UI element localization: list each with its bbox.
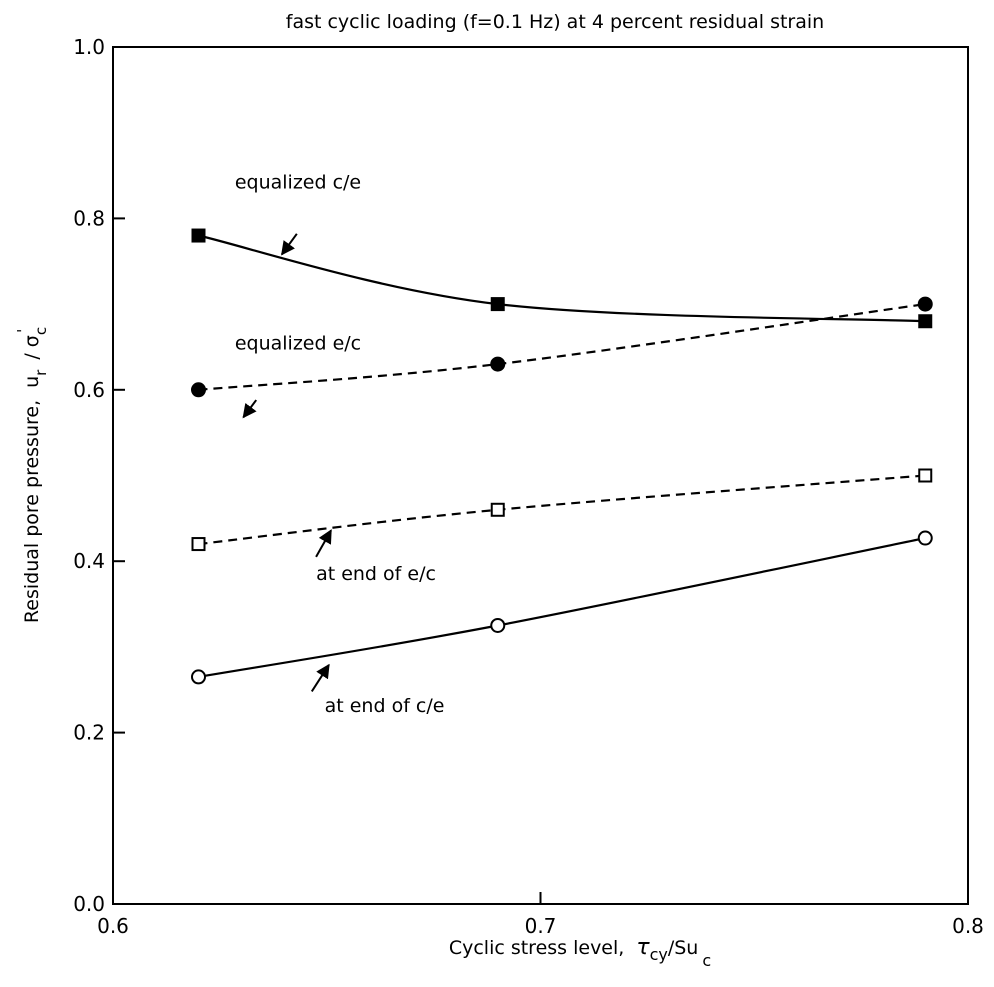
series-lines xyxy=(198,234,926,678)
y-tick-label: 0.0 xyxy=(73,892,105,916)
data-point-circle xyxy=(191,669,206,685)
data-point-square xyxy=(490,502,505,517)
series-line-2 xyxy=(198,474,926,546)
annotations: equalized c/e equalized e/c at end of e/c a… xyxy=(235,171,445,717)
x-axis-label-text: Cyclic stress level, xyxy=(449,937,625,959)
series-line-3 xyxy=(198,537,926,678)
x-axis-label-tail: /Su xyxy=(668,937,699,959)
x-tick-label: 0.6 xyxy=(97,914,129,938)
annotation-arrow xyxy=(315,529,332,558)
data-point-square xyxy=(191,537,206,552)
y-axis-label-sigma: / σ xyxy=(21,335,43,359)
annotation-label: equalized c/e xyxy=(235,171,361,193)
data-point-circle xyxy=(490,356,506,372)
annotation-label: equalized e/c xyxy=(235,333,361,355)
annotation-arrow xyxy=(310,663,330,693)
y-axis-label-text: Residual pore pressure, xyxy=(21,400,43,623)
y-axis-label: Residual pore pressure, ur / σc' xyxy=(14,327,50,623)
y-axis-label-u-sub: r xyxy=(32,369,50,376)
series-line-1 xyxy=(198,303,926,391)
x-axis-label-tau-sub: cy xyxy=(650,945,668,964)
annotation-label: at end of c/e xyxy=(325,695,445,717)
y-axis-ticks: 0.0 0.2 0.4 0.6 0.8 1.0 xyxy=(73,35,125,916)
y-axis-label-sigma-sub: c xyxy=(32,327,50,335)
data-point-circle xyxy=(917,296,933,312)
y-axis-label-sigma-prime: ' xyxy=(14,329,32,333)
data-point-square xyxy=(918,468,933,483)
data-point-square xyxy=(191,228,206,243)
x-tick-label: 0.8 xyxy=(952,914,984,938)
y-tick-label: 0.4 xyxy=(73,549,105,573)
x-axis-label: Cyclic stress level, τcy/Suc xyxy=(449,935,711,970)
annotation-arrow xyxy=(242,399,258,419)
x-axis-label-tail-sub: c xyxy=(702,951,711,970)
y-tick-label: 0.2 xyxy=(73,721,105,745)
annotation-label: at end of e/c xyxy=(316,563,436,585)
data-point-circle xyxy=(917,530,933,546)
y-tick-label: 1.0 xyxy=(73,35,105,59)
series-markers xyxy=(191,228,933,685)
series-line-0 xyxy=(198,234,926,323)
data-point-square xyxy=(490,297,505,312)
x-axis-ticks: 0.6 0.7 0.8 xyxy=(97,892,984,938)
y-tick-label: 0.6 xyxy=(73,378,105,402)
data-point-circle xyxy=(490,617,506,633)
x-tick-label: 0.7 xyxy=(525,914,557,938)
y-tick-label: 0.8 xyxy=(73,206,105,230)
y-axis-label-u: u xyxy=(21,376,43,388)
annotation-arrow xyxy=(281,233,298,256)
data-point-circle xyxy=(191,382,206,398)
x-axis-label-tau: τ xyxy=(636,935,650,960)
data-point-square xyxy=(918,314,933,329)
chart-title: fast cyclic loading (f=0.1 Hz) at 4 perc… xyxy=(286,11,824,33)
